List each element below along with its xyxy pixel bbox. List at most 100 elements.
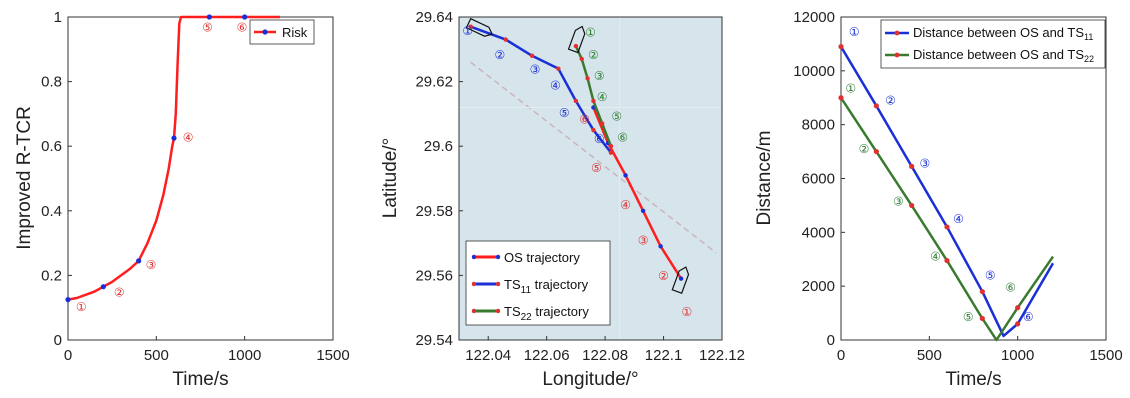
point-annotation: ④ — [183, 130, 194, 144]
legend-label: Distance between OS and TS22 — [913, 47, 1094, 64]
data-point — [623, 173, 628, 178]
data-point — [979, 288, 985, 295]
point-annotation: ⑥ — [617, 130, 628, 144]
data-point — [579, 56, 584, 62]
data-point — [678, 276, 684, 281]
legend-marker — [495, 308, 501, 314]
axes-frame — [458, 16, 723, 341]
x-axis-label: Longitude/° — [542, 369, 638, 390]
y-tick-label: 10000 — [793, 63, 835, 80]
y-axis-label: Distance/m — [754, 130, 775, 225]
data-point — [171, 135, 177, 141]
data-point — [591, 127, 596, 133]
data-point — [658, 244, 663, 249]
series-line-2 — [839, 97, 1055, 342]
data-point — [468, 24, 473, 29]
data-point — [608, 150, 614, 155]
y-tick-label: 29.64 — [415, 9, 453, 26]
y-tick-label: 29.62 — [415, 74, 453, 91]
point-annotation: ⑤ — [202, 21, 213, 35]
x-tick-label: 122.1 — [645, 347, 683, 364]
x-tick-label: 500 — [917, 347, 942, 364]
point-annotation: ④ — [597, 90, 608, 104]
legend-label: Risk — [282, 25, 308, 40]
point-annotation: ③ — [893, 194, 904, 208]
legend-marker — [894, 30, 900, 36]
x-tick-label: 122.04 — [465, 347, 511, 364]
point-annotation: ④ — [953, 212, 964, 226]
point-annotation: ③ — [530, 63, 541, 77]
data-point — [1015, 321, 1021, 327]
data-point — [873, 148, 879, 155]
legend-label: TS22 trajectory — [504, 304, 589, 323]
y-tick-label: 4000 — [802, 224, 835, 241]
data-point — [591, 98, 596, 104]
legend-marker — [495, 281, 501, 287]
point-annotation: ① — [462, 24, 473, 38]
legend-marker — [471, 254, 477, 260]
point-annotation: ⑤ — [963, 310, 974, 324]
point-annotation: ③ — [146, 258, 157, 272]
point-annotation: ② — [114, 285, 125, 299]
y-axis-label: Latitude/° — [380, 138, 401, 219]
x-axis-label: Time/s — [172, 369, 228, 390]
x-tick-label: 0 — [837, 347, 845, 364]
data-point — [944, 224, 950, 230]
x-tick-label: 500 — [144, 347, 169, 364]
point-annotation: ⑥ — [237, 21, 248, 35]
point-annotation: ① — [845, 81, 856, 95]
data-point — [640, 208, 646, 213]
point-annotation: ② — [658, 269, 669, 283]
legend-marker — [894, 52, 900, 58]
point-annotation: ④ — [930, 250, 941, 264]
y-tick-label: 0.4 — [41, 203, 62, 220]
legend-marker — [471, 281, 477, 287]
x-tick-label: 122.06 — [524, 347, 570, 364]
point-annotation: ⑤ — [985, 268, 996, 282]
point-annotation: ③ — [594, 69, 605, 83]
x-tick-label: 0 — [64, 347, 72, 364]
ship-icon — [671, 266, 690, 295]
point-annotation: ① — [682, 305, 693, 319]
y-tick-label: 0.6 — [41, 138, 62, 155]
data-point — [585, 76, 590, 81]
point-annotation: ② — [885, 93, 896, 107]
legend-label: OS trajectory — [504, 250, 580, 265]
point-annotation: ⑥ — [1023, 310, 1034, 324]
data-point — [873, 103, 879, 109]
data-point — [838, 95, 844, 101]
data-point — [206, 14, 212, 20]
y-tick-label: 6000 — [802, 171, 835, 188]
y-tick-label: 29.56 — [415, 267, 453, 284]
legend-marker — [471, 308, 477, 314]
point-annotation: ② — [495, 48, 506, 62]
data-point — [608, 144, 614, 149]
data-point — [573, 43, 579, 49]
point-annotation: ① — [585, 25, 596, 39]
data-point — [556, 66, 561, 71]
y-tick-label: 0 — [54, 332, 62, 349]
data-point — [909, 202, 915, 209]
y-tick-label: 0 — [827, 332, 835, 349]
legend-box — [880, 19, 1106, 69]
chart-panel-2: 122.04 122.06 122.08 122.1 122.12 29.54 29.56 2… — [380, 9, 745, 390]
ship-icon — [567, 25, 586, 54]
x-tick-label: 1500 — [316, 347, 349, 364]
x-tick-label: 122.08 — [582, 347, 628, 364]
data-point — [100, 284, 106, 290]
point-annotation: ① — [76, 300, 87, 314]
point-annotation: ③ — [638, 234, 649, 248]
data-point — [909, 163, 915, 169]
data-point — [65, 297, 71, 303]
legend-label: Distance between OS and TS11 — [913, 25, 1093, 42]
y-tick-label: 12000 — [793, 9, 835, 26]
y-tick-label: 29.6 — [424, 138, 453, 155]
x-axis-label: Time/s — [945, 369, 1001, 390]
data-point — [136, 258, 142, 264]
x-tick-label: 122.12 — [699, 347, 745, 364]
data-point — [503, 37, 508, 42]
point-annotation: ④ — [550, 79, 561, 93]
y-tick-label: 29.58 — [415, 203, 453, 220]
x-tick-label: 1000 — [1001, 347, 1034, 364]
y-tick-label: 1 — [54, 9, 62, 26]
